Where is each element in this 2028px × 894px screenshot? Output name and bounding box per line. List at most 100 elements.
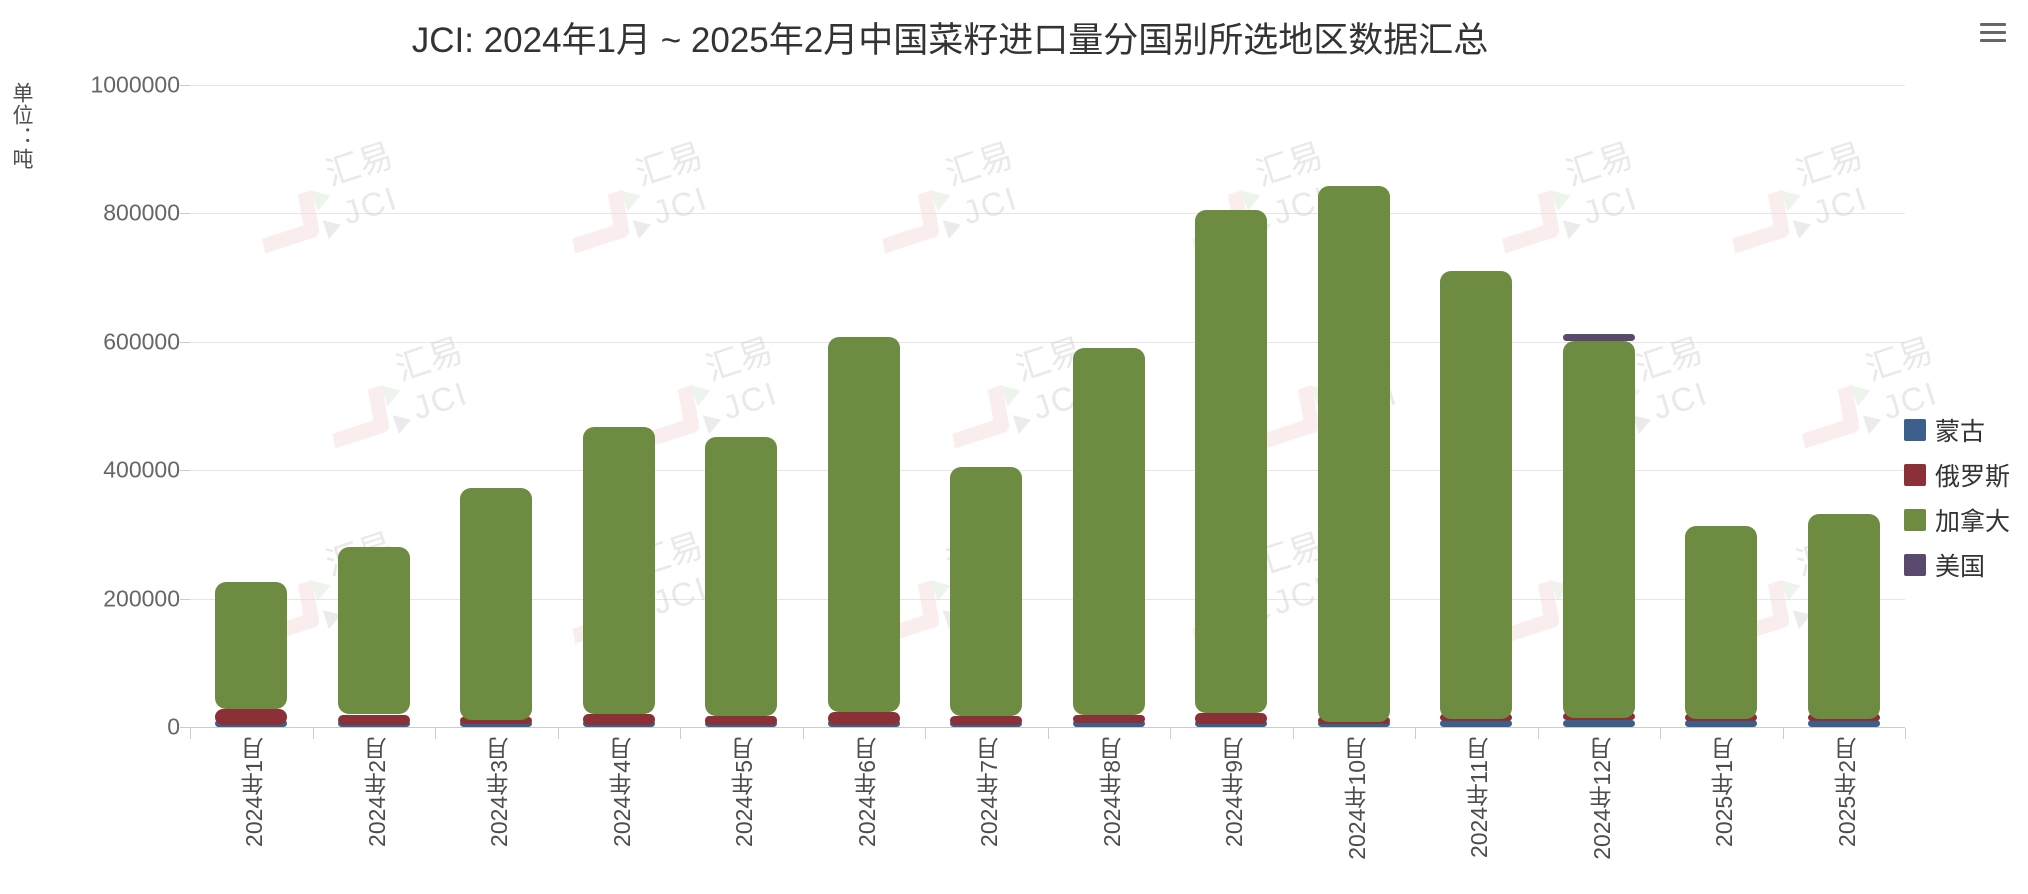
x-axis-tick-mark <box>435 728 436 739</box>
x-axis-tick-label: 2025年2月 <box>1833 737 1860 847</box>
plot-area <box>190 85 1905 727</box>
hamburger-menu-icon[interactable] <box>1976 18 2010 46</box>
bar-segment[interactable] <box>950 715 1023 725</box>
y-axis-tick-label: 1000000 <box>90 71 180 98</box>
x-axis-tick-mark <box>312 728 314 739</box>
y-axis-tick-mark <box>180 341 190 343</box>
y-axis-tick-label: 0 <box>167 713 180 740</box>
x-axis-line <box>190 727 1905 728</box>
menu-bar-2 <box>1980 30 2006 34</box>
x-axis-tick-mark <box>1170 728 1171 739</box>
x-axis-tick-label: 2024年4月 <box>608 737 635 847</box>
bar-segment[interactable] <box>1317 185 1390 722</box>
gridline <box>190 341 1905 343</box>
legend-item-3[interactable]: 加拿大 <box>1903 502 2010 538</box>
bar-stack[interactable] <box>215 85 288 727</box>
x-axis-tick-label: 2024年10月 <box>1343 737 1370 860</box>
x-axis-tick-mark <box>1537 728 1539 739</box>
gridline <box>190 85 1905 86</box>
legend-item-4[interactable]: 美国 <box>1903 547 2010 583</box>
bar-segment[interactable] <box>1562 341 1635 719</box>
bar-segment[interactable] <box>827 712 900 726</box>
bar-stack[interactable] <box>950 85 1023 727</box>
x-axis-tick-label: 2024年6月 <box>853 737 880 847</box>
x-axis-tick-mark <box>1292 728 1294 739</box>
legend-label: 俄罗斯 <box>1934 463 2010 491</box>
bar-segment[interactable] <box>1072 347 1145 715</box>
bar-segment[interactable] <box>705 716 778 725</box>
bar-segment[interactable] <box>215 709 288 726</box>
bar-stack[interactable] <box>827 85 900 727</box>
bar-stack[interactable] <box>1440 85 1513 727</box>
bar-segment[interactable] <box>705 437 778 717</box>
x-axis-tick-mark <box>557 728 559 739</box>
x-axis-tick-mark <box>1415 728 1416 739</box>
x-axis-tick-label: 2024年2月 <box>363 737 390 847</box>
y-axis-tick-mark <box>180 598 190 600</box>
bar-segment[interactable] <box>827 337 900 713</box>
y-axis-tick-label: 200000 <box>103 585 180 612</box>
chart-title: JCI: 2024年1月 ~ 2025年2月中国菜籽进口量分国别所选地区数据汇总 <box>411 21 1489 60</box>
bar-stack[interactable] <box>1195 85 1268 727</box>
x-axis-tick-label: 2024年7月 <box>976 737 1003 847</box>
x-axis-tick-mark <box>190 728 191 739</box>
bar-stack[interactable] <box>1807 85 1880 727</box>
legend-color-swatch <box>1903 464 1926 486</box>
x-axis-tick-mark <box>1782 728 1784 739</box>
y-axis-tick-mark <box>180 85 190 86</box>
bar-stack[interactable] <box>582 85 655 727</box>
bar-segment[interactable] <box>1072 720 1145 727</box>
x-axis-tick-label: 2024年5月 <box>731 737 758 847</box>
y-axis-tick-mark <box>180 727 190 728</box>
gridline <box>190 598 1905 600</box>
bar-stack[interactable] <box>460 85 533 727</box>
x-axis-tick-label: 2024年1月 <box>241 737 268 847</box>
bar-stack[interactable] <box>1317 85 1390 727</box>
bar-segment[interactable] <box>1807 720 1880 727</box>
bar-stack[interactable] <box>1685 85 1758 727</box>
x-axis-tick-mark <box>1660 728 1661 739</box>
bar-segment[interactable] <box>582 714 655 726</box>
bar-segment[interactable] <box>1072 714 1145 724</box>
legend-item-1[interactable]: 蒙古 <box>1903 412 2010 448</box>
bar-segment[interactable] <box>460 717 533 725</box>
x-axis-tick-mark <box>680 728 681 739</box>
bar-segment[interactable] <box>1562 719 1635 727</box>
y-axis-tick-label: 600000 <box>103 328 180 355</box>
legend-item-2[interactable]: 俄罗斯 <box>1903 457 2010 493</box>
y-axis-tick-mark <box>180 470 190 472</box>
menu-bar-1 <box>1980 22 2006 26</box>
bar-segment[interactable] <box>1685 720 1758 727</box>
legend-label: 加拿大 <box>1934 508 2010 536</box>
bar-stack[interactable] <box>1562 85 1635 727</box>
bar-stack[interactable] <box>337 85 410 727</box>
bar-stack[interactable] <box>705 85 778 727</box>
bar-segment[interactable] <box>1440 720 1513 727</box>
bar-segment[interactable] <box>337 546 410 715</box>
bar-segment[interactable] <box>1195 712 1268 724</box>
bar-segment[interactable] <box>215 581 288 710</box>
y-axis-tick-label: 400000 <box>103 456 180 483</box>
bar-segment[interactable] <box>1440 271 1513 719</box>
bar-segment[interactable] <box>460 487 533 720</box>
y-axis-tick-mark <box>180 213 190 215</box>
legend-color-swatch <box>1903 554 1926 576</box>
x-axis-tick-label: 2024年12月 <box>1588 737 1615 860</box>
bar-segment[interactable] <box>1685 526 1758 719</box>
bar-segment[interactable] <box>1807 513 1880 719</box>
legend-color-swatch <box>1903 419 1926 441</box>
x-axis-tick-mark <box>1047 728 1049 739</box>
x-axis-tick-mark <box>1905 728 1906 739</box>
bar-segment[interactable] <box>1562 334 1635 342</box>
bar-segment[interactable] <box>1195 210 1268 713</box>
bar-segment[interactable] <box>950 466 1023 716</box>
bar-stack[interactable] <box>1072 85 1145 727</box>
menu-bar-3 <box>1980 38 2006 42</box>
bar-segment[interactable] <box>582 426 655 715</box>
x-axis-tick-mark <box>925 728 926 739</box>
legend-label: 蒙古 <box>1934 418 1985 446</box>
x-axis-tick-label: 2025年1月 <box>1711 737 1738 847</box>
bar-segment[interactable] <box>337 714 410 725</box>
chart-legend: 蒙古俄罗斯加拿大美国 <box>1903 412 2010 583</box>
